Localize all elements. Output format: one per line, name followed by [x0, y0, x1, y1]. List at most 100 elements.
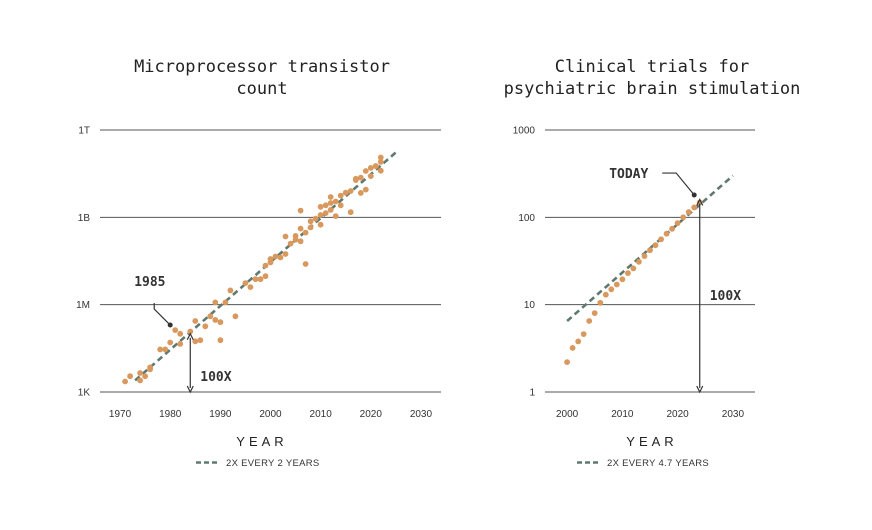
y-tick-label: 1: [529, 388, 535, 399]
data-point: [247, 284, 254, 290]
arrow-head-down: [696, 385, 704, 394]
clinical-trials-chart: Clinical trials for psychiatric brain st…: [504, 57, 801, 469]
data-point: [242, 280, 249, 286]
data-point: [342, 189, 349, 196]
data-point: [652, 242, 659, 249]
data-point: [302, 229, 309, 236]
y-tick-label: 1M: [76, 300, 90, 311]
y-tick-label: 1B: [78, 213, 91, 224]
y-tick-label: 1T: [78, 126, 90, 137]
data-point: [352, 175, 359, 182]
x-tick-label: 2020: [667, 409, 690, 420]
legend-label: 2X EVERY 4.7 YEARS: [607, 458, 709, 469]
data-point: [317, 203, 324, 210]
data-point: [277, 254, 284, 261]
data-point: [162, 346, 169, 353]
data-point: [377, 159, 384, 165]
x-tick-label: 2020: [360, 409, 383, 420]
data-point: [625, 270, 631, 276]
data-point: [362, 186, 369, 193]
arrow-head-up: [696, 198, 704, 206]
data-point: [212, 317, 219, 323]
y-tick-label: 10: [524, 300, 536, 311]
data-point: [232, 313, 239, 320]
data-point: [272, 253, 279, 260]
data-point: [177, 341, 184, 347]
chart-title-line-1: Clinical trials for: [555, 57, 749, 77]
y-tick-label: 1000: [513, 126, 536, 137]
data-point: [287, 240, 294, 247]
data-point: [641, 253, 648, 259]
data-point: [207, 313, 214, 320]
data-point: [147, 364, 154, 371]
data-point: [357, 190, 364, 196]
data-point: [591, 310, 598, 316]
x-tick-label: 1970: [109, 409, 132, 420]
data-point: [658, 236, 664, 243]
data-point: [227, 287, 234, 294]
data-point: [257, 276, 264, 283]
data-point: [217, 337, 224, 344]
data-point: [197, 337, 204, 344]
growth-label: 100X: [200, 370, 231, 385]
data-point: [297, 225, 304, 232]
data-point: [580, 331, 587, 337]
data-point: [317, 221, 324, 228]
data-point: [202, 323, 209, 330]
data-point: [619, 276, 626, 283]
x-tick-label: 2010: [310, 409, 333, 420]
data-point: [327, 207, 334, 213]
data-point: [222, 299, 229, 306]
growth-label: 100X: [710, 289, 741, 304]
data-point: [367, 173, 374, 180]
data-point: [127, 373, 133, 380]
data-point: [322, 210, 329, 217]
data-point: [613, 281, 620, 288]
x-tick-label: 1990: [209, 409, 232, 420]
data-point: [267, 256, 274, 262]
data-point: [302, 261, 309, 267]
y-tick-label: 100: [518, 213, 535, 224]
data-point: [252, 276, 259, 283]
x-tick-label: 2000: [556, 409, 579, 420]
data-point: [372, 163, 379, 169]
x-tick-label: 2030: [410, 409, 433, 420]
data-point: [282, 251, 289, 257]
data-point: [569, 345, 576, 351]
data-point: [282, 233, 289, 240]
data-point: [575, 338, 582, 345]
data-point: [307, 218, 314, 225]
legend-label: 2X EVERY 2 YEARS: [226, 458, 320, 469]
data-point: [212, 299, 219, 306]
data-point: [367, 165, 374, 171]
annotation-label: 1985: [134, 275, 165, 290]
data-point: [357, 174, 364, 181]
data-point: [172, 327, 179, 333]
data-point: [307, 224, 314, 231]
data-point: [262, 262, 269, 269]
data-point: [663, 230, 670, 237]
y-tick-label: 1K: [78, 388, 91, 399]
data-point: [142, 373, 149, 380]
data-point: [177, 330, 184, 337]
data-point: [327, 200, 334, 206]
data-point: [564, 359, 570, 365]
data-point: [636, 258, 642, 265]
data-point: [187, 328, 194, 335]
data-point: [680, 214, 687, 221]
annotation-leader: [662, 172, 695, 196]
data-point: [292, 233, 299, 239]
data-point: [167, 339, 174, 346]
data-point: [685, 209, 692, 215]
data-point: [157, 346, 164, 353]
transistor-chart: Microprocessor transistor count 1985 100X…: [76, 57, 441, 469]
data-point: [317, 212, 324, 218]
data-point: [597, 299, 604, 306]
annotation-leader: [153, 303, 171, 326]
data-point: [602, 291, 609, 298]
data-point: [137, 370, 144, 376]
data-point: [332, 198, 339, 205]
chart-title-line-2: count: [236, 79, 287, 99]
data-point: [337, 192, 344, 199]
chart-title-line-1: Microprocessor transistor: [134, 57, 390, 77]
